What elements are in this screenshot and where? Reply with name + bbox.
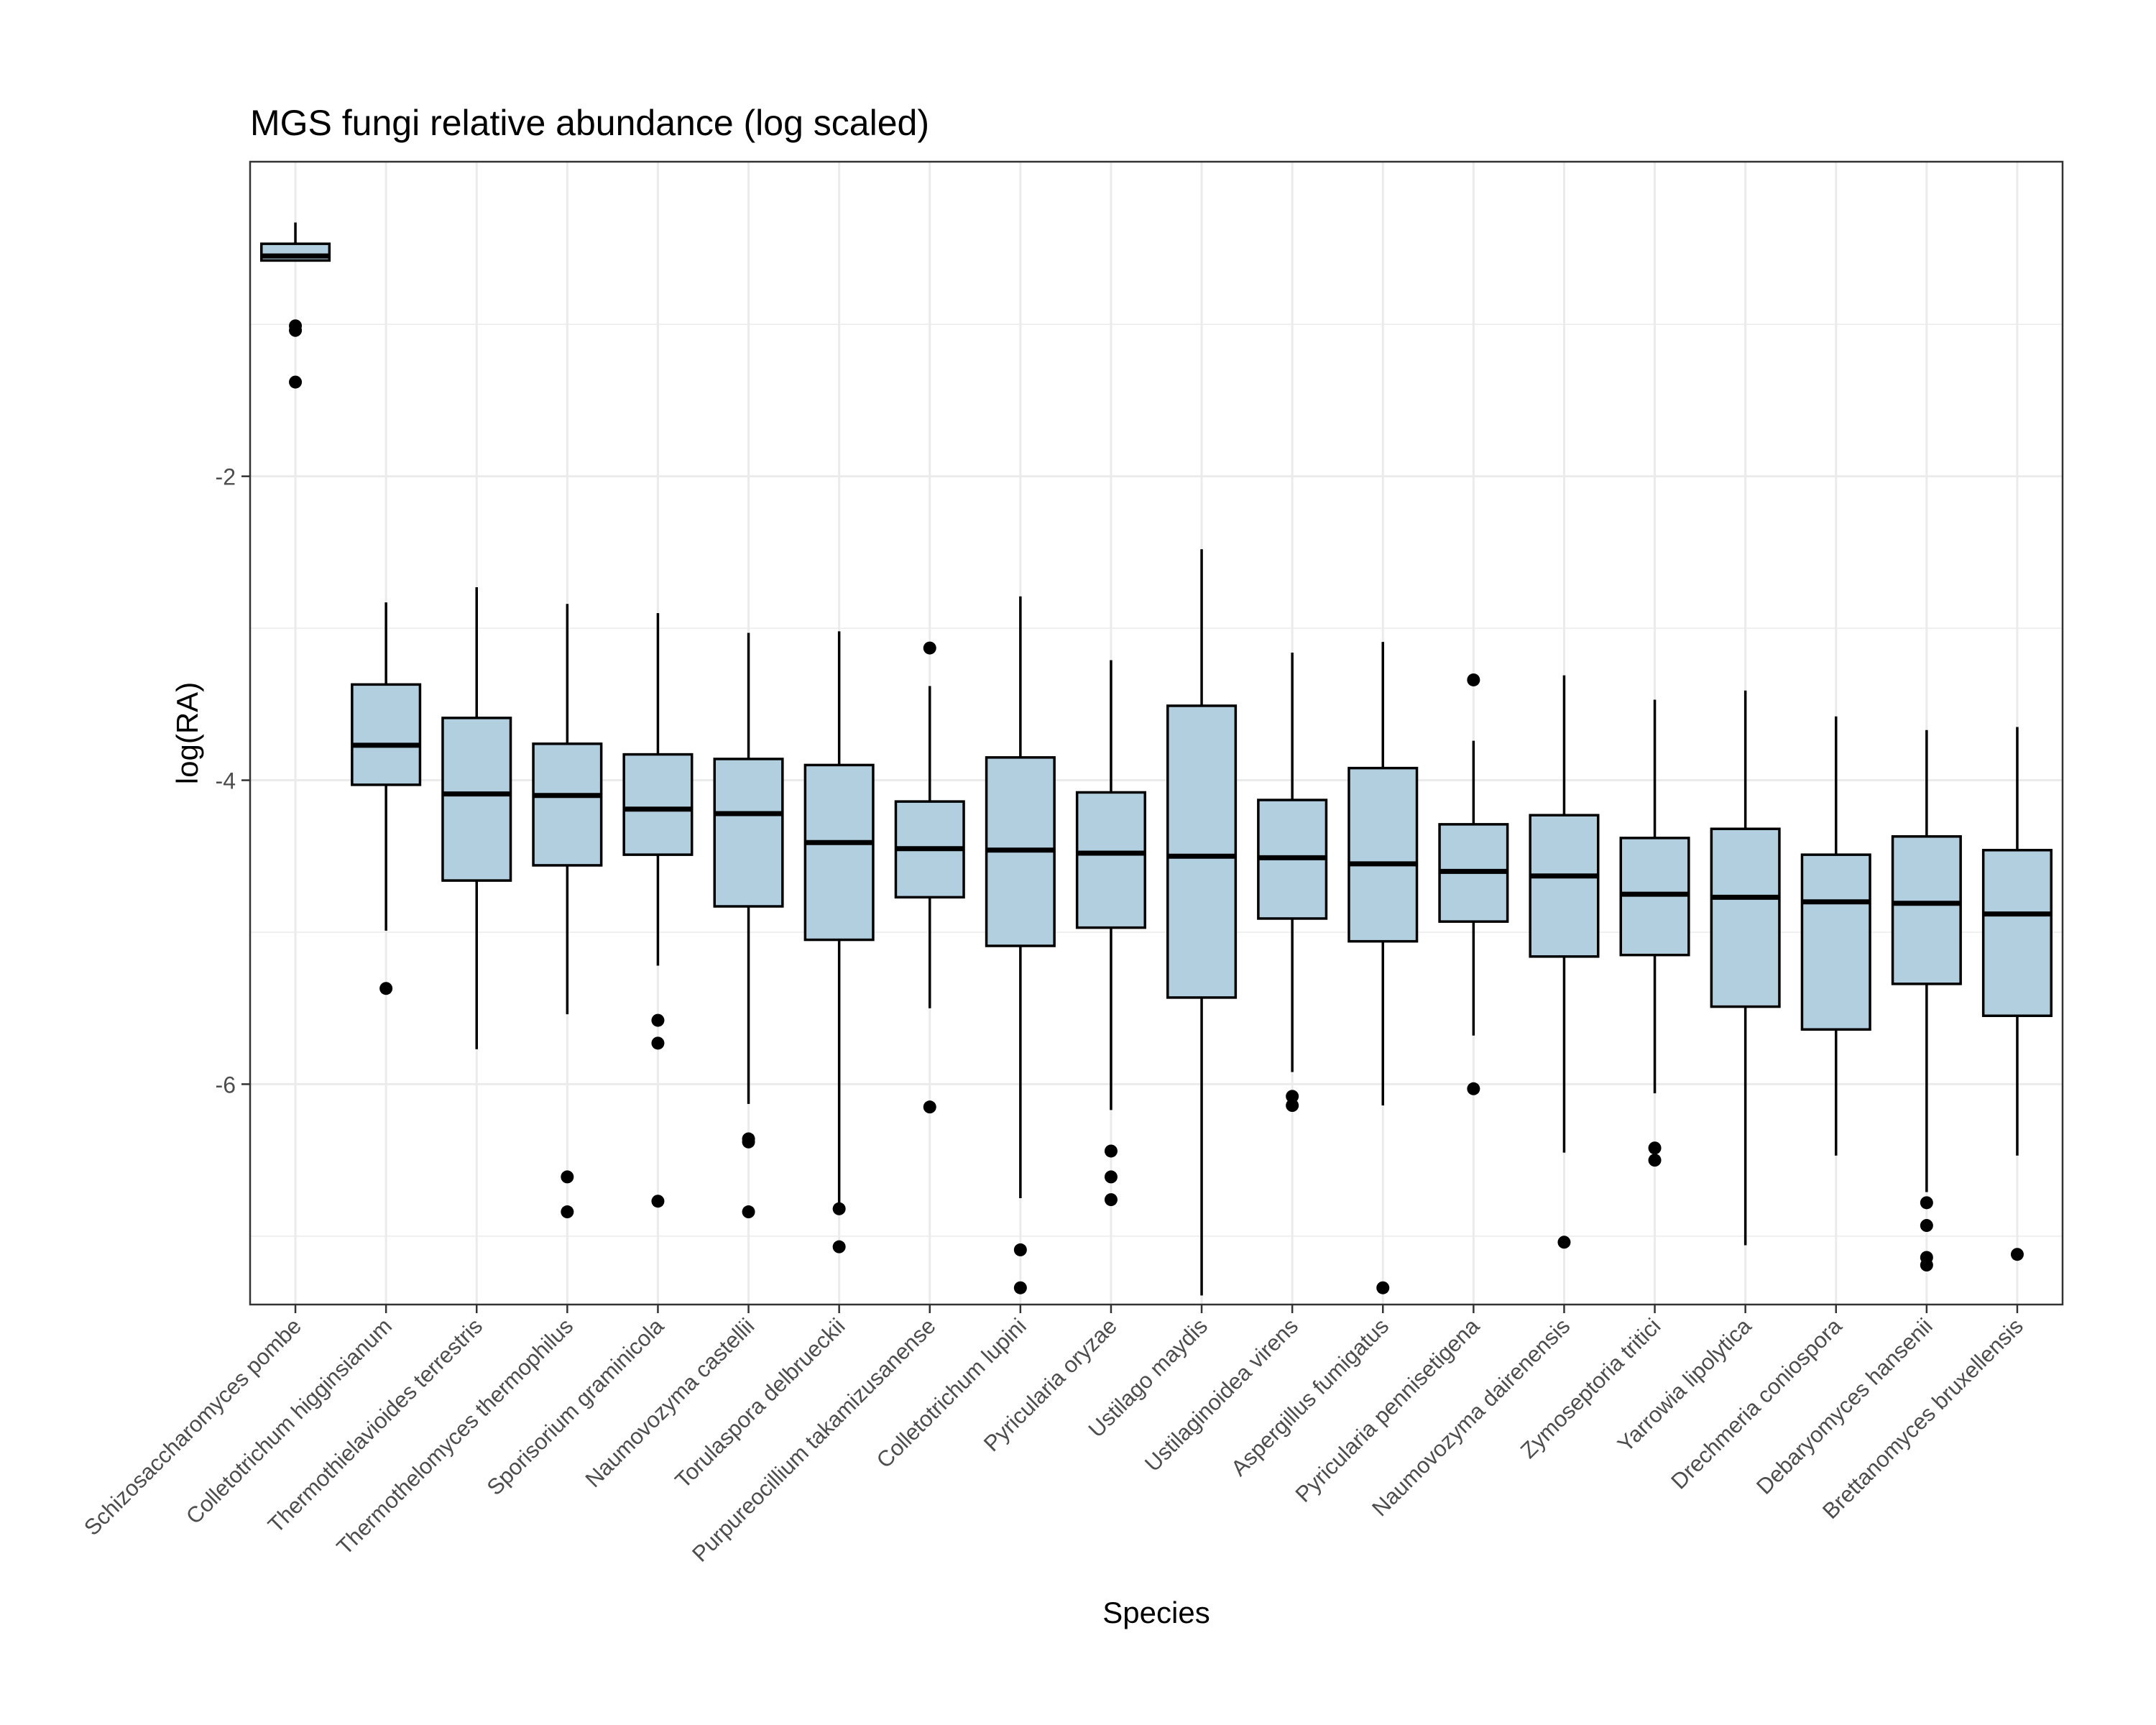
box-group [441,587,512,1049]
box-group [1348,642,1419,1294]
outlier-point [923,641,936,655]
box-group [622,612,694,1208]
box-iqr [532,742,603,867]
outlier-point [1104,1193,1118,1207]
box-iqr [622,753,694,856]
outlier-point [832,1202,846,1215]
outlier-point [1376,1281,1390,1294]
x-tick-label: Drechmeria coniospora [1666,1313,1847,1494]
box-group [532,604,603,1219]
outlier-point [1013,1243,1027,1256]
box-iqr [1166,704,1238,999]
outlier-point [1013,1281,1027,1294]
box-group [894,641,965,1114]
outlier-point [1648,1154,1662,1167]
box-group [713,632,784,1219]
y-axis: -2 -4 -6 [216,464,250,1098]
box-iqr [803,763,875,942]
outlier-point [651,1013,665,1027]
x-tick-label: Naumovozyma castellii [581,1313,760,1492]
box-group [260,222,331,389]
box-group [1438,673,1509,1095]
x-tick-label: Ustilaginoidea virens [1140,1313,1303,1476]
x-tick-label: Aspergillus fumigatus [1226,1313,1393,1481]
y-tick-label: -6 [216,1072,236,1098]
box-iqr [1710,827,1781,1008]
outlier-point [561,1205,574,1219]
box-group [1800,716,1871,1156]
box-iqr [1529,814,1600,958]
boxes-layer [260,222,2053,1296]
outlier-point [1286,1099,1299,1113]
x-axis: Schizosaccharomyces pombeColletotrichum … [79,1305,2028,1567]
box-iqr [1075,791,1146,929]
box-group [1891,730,1962,1272]
outlier-point [1467,1082,1480,1095]
outlier-point [742,1205,755,1219]
box-iqr [1891,835,1962,985]
box-group [1619,699,1690,1167]
outlier-point [289,323,303,337]
chart-title: MGS fungi relative abundance (log scaled… [250,103,929,143]
outlier-point [1104,1144,1118,1158]
outlier-point [1557,1236,1571,1249]
box-group [351,602,422,995]
outlier-point [1648,1141,1662,1155]
outlier-point [1467,673,1480,686]
outlier-point [651,1195,665,1208]
outlier-point [923,1100,936,1114]
outlier-point [1104,1170,1118,1184]
x-tick-label: Colletotrichum lupini [872,1313,1031,1473]
y-tick-label: -4 [216,768,236,794]
outlier-point [1286,1090,1299,1103]
x-tick-label: Sporisorium graminicola [482,1313,669,1500]
outlier-point [832,1240,846,1254]
outlier-point [1920,1219,1933,1233]
outlier-point [742,1135,755,1149]
x-tick-label: Debaryomyces hansenii [1751,1313,1938,1499]
box-iqr [351,683,422,786]
box-group [1257,652,1328,1113]
box-group [1166,549,1238,1296]
outlier-point [1920,1196,1933,1210]
box-group [1710,690,1781,1246]
outlier-point [289,375,303,389]
outlier-point [379,982,393,995]
x-axis-title: Species [1102,1596,1210,1629]
outlier-point [651,1036,665,1050]
outlier-point [1920,1259,1933,1272]
box-group [1981,727,2053,1261]
box-group [1529,675,1600,1249]
box-iqr [713,758,784,908]
plot-panel-background [250,162,2063,1305]
box-iqr [441,717,512,882]
box-iqr [1348,766,1419,943]
plot-panel-border [249,160,2064,1306]
x-tick-label: Pyricularia pennisetigena [1291,1313,1485,1507]
outlier-point [2010,1248,2024,1261]
box-iqr [1800,853,1871,1031]
box-group [1075,660,1146,1207]
y-axis-title: log(RA) [170,682,204,784]
box-group [803,631,875,1254]
box-group [985,596,1056,1294]
y-tick-label: -2 [216,464,236,490]
box-iqr [1981,849,2053,1018]
x-tick-label: Torulaspora delbrueckii [670,1313,849,1493]
outlier-point [561,1170,574,1184]
